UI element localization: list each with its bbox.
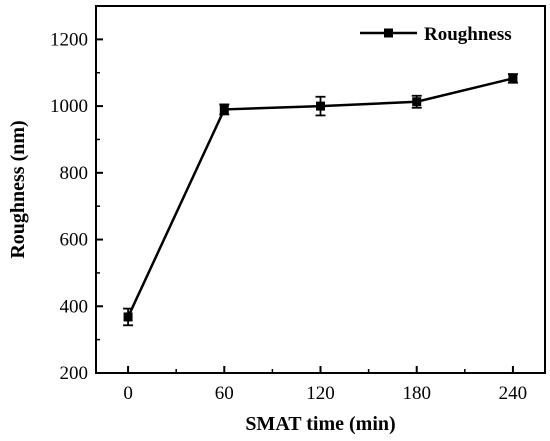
- x-axis-ticks: 0 60 120 180 240: [123, 366, 527, 404]
- y-axis-ticks: 200 400 600 800 1000 1200: [50, 29, 103, 384]
- y-tick-label: 1000: [50, 96, 88, 117]
- data-point: [316, 101, 325, 111]
- x-tick-label: 120: [306, 383, 335, 404]
- legend: Roughness: [360, 24, 512, 45]
- y-tick-label: 200: [60, 363, 89, 384]
- y-tick-label: 400: [60, 296, 89, 317]
- data-point: [219, 104, 229, 114]
- y-tick-label: 800: [60, 163, 89, 184]
- data-point: [508, 73, 518, 83]
- data-point: [123, 312, 133, 322]
- x-tick-label: 0: [123, 383, 133, 404]
- series-layer: [123, 73, 518, 327]
- legend-label: Roughness: [424, 24, 512, 45]
- x-tick-label: 180: [402, 383, 431, 404]
- y-axis-title: Roughness (nm): [7, 120, 29, 258]
- x-tick-label: 60: [215, 383, 234, 404]
- y-tick-label: 1200: [50, 29, 88, 50]
- x-axis-title: SMAT time (min): [245, 413, 395, 435]
- plot-area-frame: [95, 5, 546, 374]
- data-point: [412, 97, 422, 107]
- x-tick-label: 240: [499, 383, 528, 404]
- legend-marker: [384, 28, 393, 38]
- y-tick-label: 600: [60, 230, 89, 251]
